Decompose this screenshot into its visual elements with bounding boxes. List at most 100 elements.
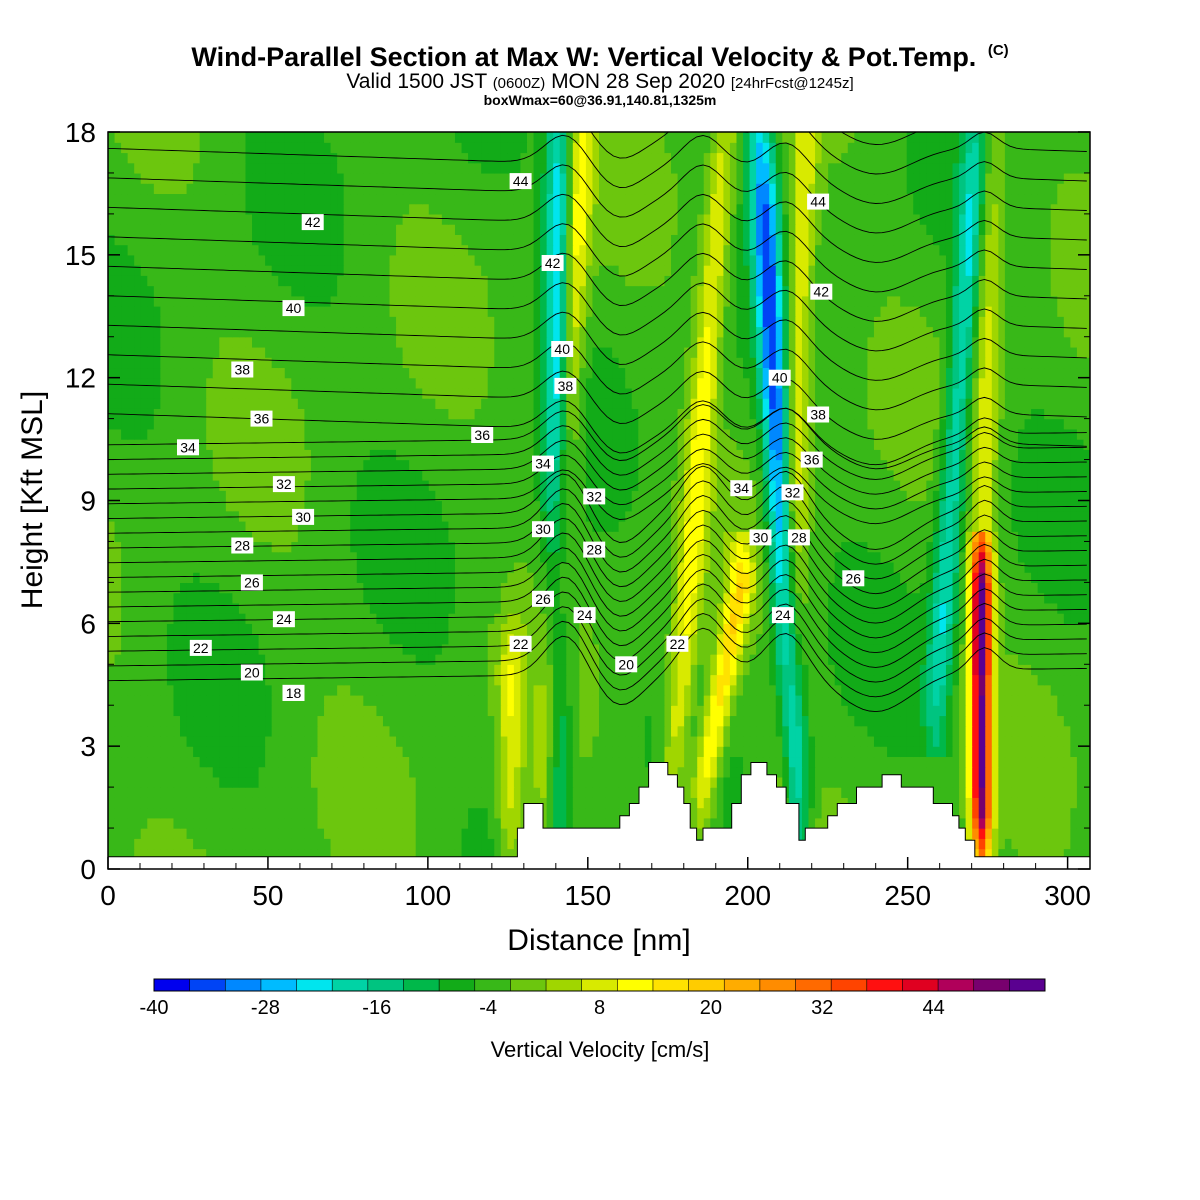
velocity-cell	[324, 602, 332, 614]
velocity-cell	[618, 797, 626, 809]
velocity-cell	[278, 520, 286, 532]
velocity-cell	[225, 623, 233, 635]
velocity-cell	[1024, 602, 1032, 614]
velocity-cell	[1011, 817, 1019, 829]
velocity-cell	[304, 715, 312, 727]
velocity-cell	[1011, 643, 1019, 655]
velocity-cell	[278, 838, 286, 850]
velocity-cell	[801, 633, 810, 645]
velocity-cell	[199, 602, 207, 614]
velocity-cell	[546, 582, 554, 594]
velocity-cell	[801, 725, 810, 737]
velocity-cell	[625, 613, 633, 624]
velocity-cell	[513, 654, 522, 665]
velocity-cell	[520, 572, 528, 583]
velocity-cell	[1031, 643, 1039, 655]
velocity-cell	[376, 725, 384, 737]
velocity-cell	[998, 797, 1006, 809]
velocity-cell	[1083, 807, 1090, 819]
velocity-cell	[193, 766, 201, 778]
velocity-cell	[893, 633, 901, 645]
velocity-cell	[677, 776, 685, 788]
velocity-cell	[828, 613, 836, 624]
velocity-cell	[258, 766, 266, 778]
velocity-cell	[435, 797, 443, 809]
velocity-cell	[644, 756, 652, 768]
velocity-cell	[572, 633, 580, 645]
velocity-cell	[533, 787, 541, 798]
velocity-cell	[959, 705, 967, 717]
velocity-cell	[1024, 715, 1032, 727]
velocity-cell	[756, 551, 764, 563]
velocity-cell	[972, 674, 980, 686]
velocity-cell	[448, 561, 456, 573]
velocity-cell	[1044, 664, 1052, 676]
velocity-cell	[481, 592, 489, 604]
velocity-cell	[441, 694, 450, 706]
velocity-cell	[769, 684, 777, 696]
velocity-cell	[147, 694, 155, 706]
velocity-cell	[1017, 561, 1026, 573]
velocity-cell	[880, 664, 888, 676]
velocity-cell	[998, 602, 1006, 614]
velocity-cell	[441, 787, 450, 798]
velocity-cell	[343, 797, 351, 809]
velocity-cell	[553, 776, 561, 788]
velocity-cell	[1063, 592, 1071, 604]
velocity-cell	[919, 715, 927, 727]
velocity-cell	[873, 705, 882, 717]
velocity-cell	[310, 746, 319, 758]
velocity-cell	[481, 766, 489, 778]
velocity-cell	[808, 694, 816, 706]
velocity-cell	[114, 725, 122, 737]
velocity-cell	[965, 592, 973, 604]
velocity-cell	[265, 551, 273, 563]
velocity-cell	[749, 664, 757, 676]
velocity-cell	[887, 572, 895, 583]
velocity-cell	[972, 756, 980, 768]
velocity-cell	[546, 674, 554, 686]
velocity-cell	[454, 561, 463, 573]
velocity-cell	[788, 725, 796, 737]
velocity-cell	[553, 572, 561, 583]
velocity-cell	[939, 561, 947, 573]
velocity-cell	[841, 613, 849, 624]
velocity-cell	[441, 654, 450, 665]
velocity-cell	[278, 735, 286, 747]
velocity-cell	[448, 694, 456, 706]
velocity-cell	[369, 787, 378, 798]
velocity-cell	[160, 572, 168, 583]
velocity-cell	[972, 613, 980, 624]
velocity-cell	[978, 694, 986, 706]
velocity-cell	[952, 746, 960, 758]
velocity-cell	[245, 602, 253, 614]
velocity-cell	[900, 725, 908, 737]
velocity-cell	[939, 694, 947, 706]
velocity-cell	[644, 602, 652, 614]
velocity-cell	[147, 531, 155, 543]
velocity-cell	[625, 787, 633, 798]
velocity-cell	[612, 715, 620, 727]
velocity-cell	[1050, 817, 1058, 829]
velocity-cell	[324, 725, 332, 737]
velocity-cell	[507, 582, 515, 594]
velocity-cell	[238, 725, 247, 737]
velocity-cell	[1083, 623, 1090, 635]
velocity-cell	[801, 623, 810, 635]
velocity-cell	[487, 572, 495, 583]
velocity-cell	[278, 664, 286, 676]
velocity-cell	[291, 807, 299, 819]
velocity-cell	[1011, 572, 1019, 583]
velocity-cell	[566, 664, 574, 676]
velocity-cell	[1044, 602, 1052, 614]
velocity-cell	[166, 531, 175, 543]
velocity-cell	[166, 787, 175, 798]
velocity-cell	[729, 766, 738, 778]
velocity-cell	[114, 654, 122, 665]
velocity-cell	[710, 746, 718, 758]
velocity-cell	[160, 551, 168, 563]
velocity-cell	[245, 725, 253, 737]
velocity-cell	[1070, 807, 1078, 819]
velocity-cell	[743, 766, 751, 778]
velocity-cell	[212, 725, 220, 737]
